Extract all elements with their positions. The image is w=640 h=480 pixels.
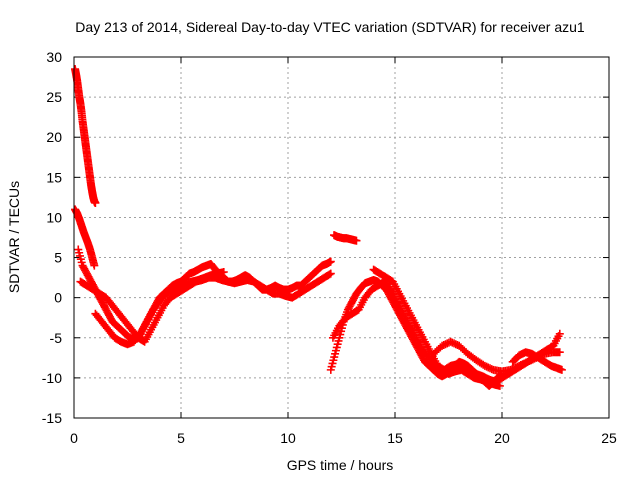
- x-tick-label: 5: [177, 430, 185, 446]
- data-point: [329, 356, 338, 365]
- data-point: [91, 199, 100, 208]
- x-tick-label: 0: [70, 430, 78, 446]
- series-arc-2: [71, 205, 99, 270]
- y-tick-label: -10: [42, 370, 62, 386]
- data-point: [331, 346, 340, 355]
- y-axis-label: SDTVAR / TECUs: [6, 181, 22, 293]
- y-tick-label: 30: [46, 49, 62, 65]
- x-axis-label: GPS time / hours: [287, 457, 394, 473]
- y-tick-label: 5: [54, 250, 62, 266]
- data-point: [325, 270, 334, 279]
- plot-frame: [73, 56, 610, 419]
- data-point: [219, 267, 228, 276]
- data-point: [336, 330, 345, 339]
- data-point: [75, 251, 84, 260]
- data-point: [333, 340, 342, 349]
- data-point: [555, 348, 564, 357]
- data-point: [326, 269, 335, 278]
- data-point: [557, 365, 566, 374]
- x-tick-labels: 0 5 10 15 20 25: [70, 430, 617, 446]
- y-tick-label: 25: [46, 89, 62, 105]
- series-arc-1: [71, 65, 100, 208]
- data-point: [352, 236, 361, 245]
- series-arc-10: [429, 337, 564, 376]
- data-point: [75, 248, 84, 257]
- x-tick-label: 10: [280, 430, 296, 446]
- data-point: [77, 258, 86, 267]
- y-tick-label: 15: [46, 169, 62, 185]
- y-tick-label: 20: [46, 129, 62, 145]
- series-arc-9: [369, 265, 564, 386]
- data-point: [495, 381, 504, 390]
- data-point: [327, 362, 336, 371]
- data-point: [334, 336, 343, 345]
- data-point: [337, 327, 346, 336]
- x-tick-label: 15: [387, 430, 403, 446]
- data-point: [331, 349, 340, 358]
- series-arc-5: [91, 267, 228, 349]
- series-arc-11: [508, 348, 566, 374]
- grid: [74, 57, 609, 418]
- data-point: [326, 257, 335, 266]
- data-point: [555, 329, 564, 338]
- data-point: [335, 333, 344, 342]
- series-arc-6: [330, 231, 361, 245]
- data-points: [71, 65, 566, 390]
- data-point: [74, 245, 83, 254]
- y-tick-labels: -15 -10 -5 0 5 10 15 20 25 30: [42, 49, 62, 426]
- y-tick-label: -15: [42, 410, 62, 426]
- data-point: [328, 359, 337, 368]
- x-tick-label: 20: [494, 430, 510, 446]
- data-point: [330, 353, 339, 362]
- data-point: [326, 365, 335, 374]
- y-tick-label: 10: [46, 209, 62, 225]
- data-point: [332, 343, 341, 352]
- data-point: [90, 261, 99, 270]
- x-tick-label: 25: [601, 430, 617, 446]
- y-tick-label: 0: [54, 290, 62, 306]
- chart-title: Day 213 of 2014, Sidereal Day-to-day VTE…: [75, 19, 585, 35]
- y-tick-label: -5: [50, 330, 63, 346]
- data-point: [76, 255, 85, 264]
